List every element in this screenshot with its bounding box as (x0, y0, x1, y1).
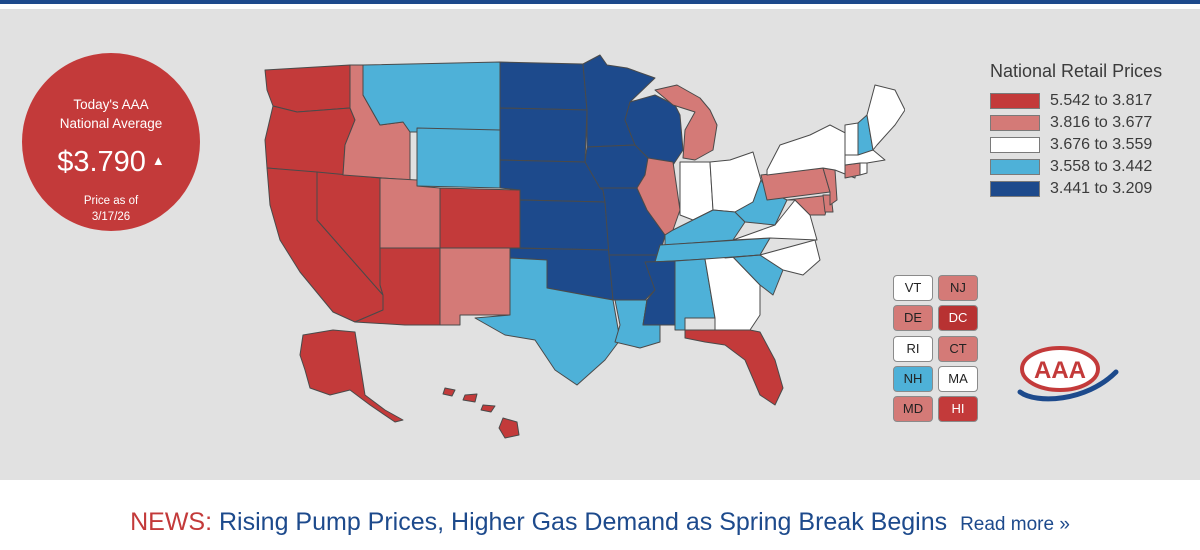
legend-label: 3.676 to 3.559 (1050, 136, 1153, 153)
aaa-logo: AAA (1017, 346, 1119, 402)
price-up-arrow-icon: ▲ (151, 153, 165, 168)
state-box-NH[interactable]: NH (893, 366, 933, 392)
news-label: NEWS: (130, 508, 213, 536)
state-WY[interactable] (416, 127, 501, 189)
state-MI[interactable] (654, 84, 718, 161)
top-rule (0, 0, 1200, 4)
legend-title: National Retail Prices (990, 61, 1163, 81)
state-MT[interactable] (362, 61, 501, 133)
read-more-link[interactable]: Read more » (960, 514, 1070, 535)
us-price-map (264, 54, 905, 439)
state-CO[interactable] (439, 187, 521, 249)
state-SD[interactable] (499, 107, 588, 163)
state-box-HI[interactable]: HI (938, 396, 978, 422)
state-box-RI[interactable]: RI (893, 336, 933, 362)
legend-label: 3.558 to 3.442 (1050, 158, 1153, 175)
state-box-CT[interactable]: CT (938, 336, 978, 362)
state-box-MD[interactable]: MD (893, 396, 933, 422)
state-box-DE[interactable]: DE (893, 305, 933, 331)
national-average-price-row: $3.790 ▲ (22, 144, 200, 179)
state-CT[interactable] (844, 162, 861, 179)
national-average-price: $3.790 (57, 146, 146, 178)
state-NC[interactable] (724, 239, 821, 276)
national-average-title-line1: Today's AAA (73, 97, 149, 112)
state-HI[interactable] (442, 387, 520, 439)
state-IN[interactable] (679, 161, 714, 221)
legend-swatch (990, 93, 1040, 109)
price-as-of: Price as of 3/17/26 (22, 193, 200, 225)
legend-row: 3.558 to 3.442 (990, 156, 1190, 178)
state-box-NJ[interactable]: NJ (938, 275, 978, 301)
legend-row: 3.676 to 3.559 (990, 134, 1190, 156)
state-box-MA[interactable]: MA (938, 366, 978, 392)
state-WI[interactable] (624, 94, 684, 166)
legend-label: 5.542 to 3.817 (1050, 92, 1153, 109)
price-legend: National Retail Prices 5.542 to 3.817 3.… (990, 60, 1190, 200)
price-as-of-label: Price as of (83, 195, 139, 207)
legend-swatch (990, 115, 1040, 131)
state-TX[interactable] (474, 257, 621, 386)
state-KS[interactable] (519, 199, 610, 251)
state-AK[interactable] (299, 329, 404, 423)
state-NM[interactable] (439, 247, 511, 326)
state-box-DC[interactable]: DC (938, 305, 978, 331)
national-average-badge: Today's AAA National Average $3.790 ▲ Pri… (22, 53, 200, 231)
state-UT[interactable] (379, 177, 441, 249)
legend-label: 3.441 to 3.209 (1050, 180, 1153, 197)
national-average-title: Today's AAA National Average (22, 95, 200, 133)
legend-row: 3.441 to 3.209 (990, 178, 1190, 200)
legend-swatch (990, 137, 1040, 153)
state-RI[interactable] (859, 162, 868, 176)
legend-row: 3.816 to 3.677 (990, 112, 1190, 134)
state-WA[interactable] (264, 64, 351, 113)
price-as-of-date: 3/17/26 (91, 211, 131, 223)
state-ME[interactable] (866, 84, 905, 151)
legend-swatch (990, 159, 1040, 175)
legend-swatch (990, 181, 1040, 197)
state-OR[interactable] (264, 105, 356, 176)
legend-label: 3.816 to 3.677 (1050, 114, 1153, 131)
national-average-title-line2: National Average (59, 116, 163, 131)
aaa-logo-text: AAA (1034, 357, 1086, 384)
state-box-VT[interactable]: VT (893, 275, 933, 301)
state-FL[interactable] (684, 329, 784, 406)
state-VT[interactable] (844, 122, 859, 156)
news-headline[interactable]: Rising Pump Prices, Higher Gas Demand as… (219, 508, 948, 536)
state-ND[interactable] (499, 61, 588, 111)
legend-row: 5.542 to 3.817 (990, 90, 1190, 112)
news-banner: NEWS: Rising Pump Prices, Higher Gas Dem… (0, 505, 1200, 542)
